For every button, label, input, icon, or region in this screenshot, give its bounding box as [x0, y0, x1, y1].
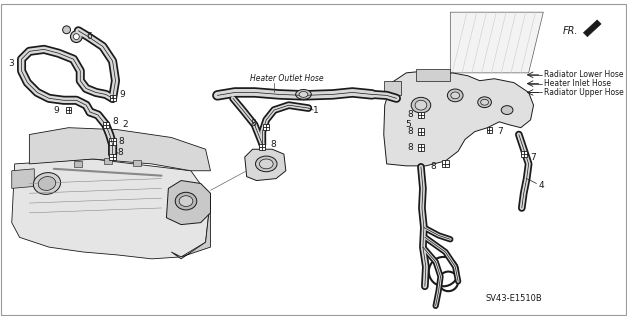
Bar — [133, 160, 141, 166]
Text: Radiator Lower Hose: Radiator Lower Hose — [544, 70, 624, 79]
Bar — [486, 127, 492, 133]
Ellipse shape — [296, 90, 311, 99]
Bar — [263, 124, 269, 130]
Ellipse shape — [481, 99, 488, 105]
Ellipse shape — [501, 106, 513, 115]
Text: 5: 5 — [405, 120, 411, 129]
Text: 2: 2 — [122, 120, 128, 129]
Polygon shape — [172, 198, 211, 259]
Circle shape — [63, 26, 70, 34]
Text: Heater Inlet Hose: Heater Inlet Hose — [544, 79, 611, 88]
Ellipse shape — [415, 100, 427, 110]
Polygon shape — [166, 181, 211, 225]
Text: 1: 1 — [313, 106, 319, 115]
Text: 9: 9 — [120, 90, 125, 99]
Text: SV43-E1510B: SV43-E1510B — [486, 293, 542, 302]
Text: 4: 4 — [538, 181, 544, 190]
Text: 8: 8 — [113, 117, 118, 126]
Bar — [442, 160, 449, 167]
Ellipse shape — [447, 89, 463, 102]
Ellipse shape — [299, 92, 308, 97]
Text: 8: 8 — [408, 127, 413, 136]
Text: 6: 6 — [86, 32, 92, 41]
Circle shape — [70, 31, 82, 42]
Text: 8: 8 — [430, 162, 436, 171]
Text: 8: 8 — [270, 140, 276, 149]
Text: 8: 8 — [408, 110, 413, 119]
Bar — [417, 112, 424, 118]
Polygon shape — [29, 128, 211, 171]
Ellipse shape — [179, 196, 193, 206]
Bar — [65, 107, 72, 113]
Bar — [109, 95, 115, 101]
Circle shape — [74, 34, 79, 40]
Bar — [103, 122, 109, 128]
Text: 8: 8 — [118, 137, 124, 146]
Bar — [109, 154, 116, 160]
Polygon shape — [244, 149, 286, 181]
Text: 9: 9 — [53, 106, 59, 115]
Text: 8: 8 — [408, 143, 413, 152]
Polygon shape — [12, 159, 211, 259]
Ellipse shape — [411, 97, 431, 113]
Polygon shape — [451, 12, 543, 73]
Bar — [521, 151, 527, 157]
Polygon shape — [384, 71, 534, 166]
Bar — [384, 81, 401, 95]
Bar — [109, 138, 116, 145]
Bar — [74, 161, 82, 167]
Ellipse shape — [38, 176, 56, 190]
Text: Radiator Upper Hose: Radiator Upper Hose — [544, 88, 624, 97]
Text: 7: 7 — [531, 152, 536, 161]
Ellipse shape — [451, 92, 460, 99]
Text: 7: 7 — [497, 127, 503, 136]
Polygon shape — [584, 20, 601, 37]
Bar — [104, 158, 111, 164]
Ellipse shape — [175, 192, 196, 210]
Polygon shape — [12, 169, 35, 189]
Ellipse shape — [259, 159, 273, 169]
Text: 3: 3 — [8, 59, 13, 68]
Ellipse shape — [477, 97, 492, 108]
Text: Heater Outlet Hose: Heater Outlet Hose — [250, 74, 323, 83]
Text: 8: 8 — [118, 148, 124, 157]
Text: 8: 8 — [251, 119, 257, 128]
Bar — [417, 144, 424, 151]
Text: FR.: FR. — [563, 26, 579, 36]
Bar — [259, 144, 266, 150]
Ellipse shape — [255, 156, 277, 172]
Bar — [417, 128, 424, 135]
Bar — [416, 69, 451, 81]
Ellipse shape — [33, 173, 61, 194]
